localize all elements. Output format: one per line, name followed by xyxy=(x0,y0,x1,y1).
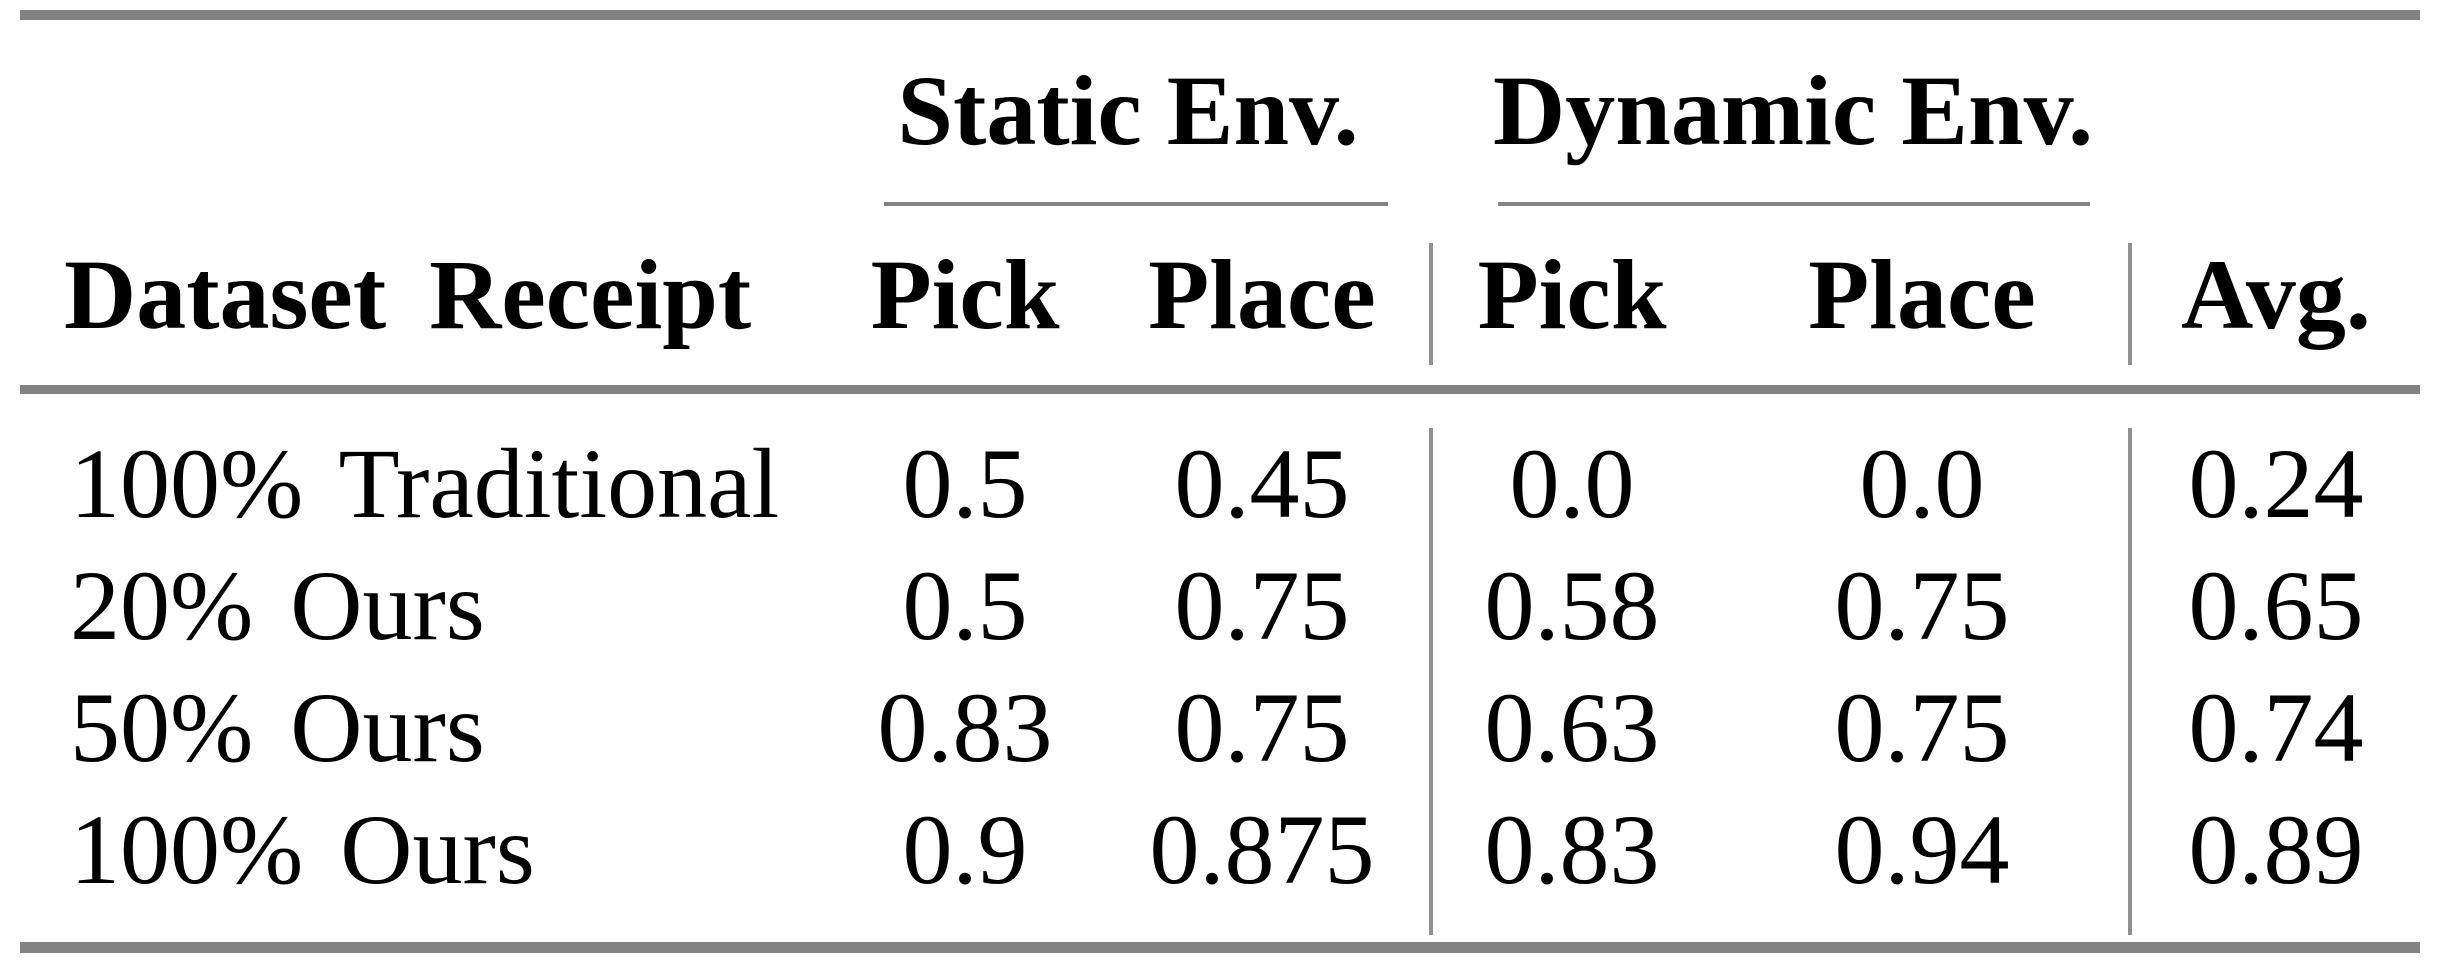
column-header-dynamic-place: Place xyxy=(1808,239,2036,350)
vline-dynamic-avg-header xyxy=(2128,243,2132,365)
vline-dynamic-avg-body xyxy=(2128,428,2132,935)
row-label: 20% Ours xyxy=(70,550,485,661)
column-header-static-place: Place xyxy=(1148,239,1376,350)
cell-avg: 0.65 xyxy=(2188,550,2364,661)
column-header-dataset-receipt: Dataset Receipt xyxy=(64,239,752,350)
vline-static-dynamic-header xyxy=(1429,243,1433,365)
cell-dynamic-pick: 0.58 xyxy=(1484,550,1660,661)
row-label: 100% Ours xyxy=(70,794,535,905)
cell-dynamic-pick: 0.83 xyxy=(1484,794,1660,905)
cell-static-pick: 0.5 xyxy=(902,550,1028,661)
column-header-avg: Avg. xyxy=(2181,239,2371,350)
header-mid-rule xyxy=(20,385,2420,394)
top-rule xyxy=(20,10,2420,20)
cell-avg: 0.74 xyxy=(2188,672,2364,783)
cell-dynamic-place: 0.75 xyxy=(1834,672,2010,783)
column-header-static-pick: Pick xyxy=(870,239,1060,350)
cell-static-place: 0.75 xyxy=(1174,672,1350,783)
row-label: 50% Ours xyxy=(70,672,485,783)
static-env-cmidrule xyxy=(884,202,1388,206)
cell-dynamic-pick: 0.0 xyxy=(1509,428,1635,539)
cell-static-pick: 0.83 xyxy=(877,672,1053,783)
row-label: 100% Traditional xyxy=(70,428,780,539)
cell-static-place: 0.875 xyxy=(1149,794,1375,905)
cell-static-pick: 0.9 xyxy=(902,794,1028,905)
cell-static-place: 0.45 xyxy=(1174,428,1350,539)
cell-static-pick: 0.5 xyxy=(902,428,1028,539)
column-header-dynamic-pick: Pick xyxy=(1477,239,1667,350)
cell-static-place: 0.75 xyxy=(1174,550,1350,661)
bottom-rule xyxy=(20,942,2420,953)
vline-static-dynamic-body xyxy=(1429,428,1433,935)
dynamic-env-cmidrule xyxy=(1498,202,2090,206)
cell-dynamic-place: 0.75 xyxy=(1834,550,2010,661)
cell-dynamic-place: 0.94 xyxy=(1834,794,2010,905)
cell-avg: 0.24 xyxy=(2188,428,2364,539)
group-header-dynamic-env: Dynamic Env. xyxy=(1493,55,2094,166)
cell-dynamic-place: 0.0 xyxy=(1859,428,1985,539)
cell-avg: 0.89 xyxy=(2188,794,2364,905)
cell-dynamic-pick: 0.63 xyxy=(1484,672,1660,783)
group-header-static-env: Static Env. xyxy=(897,55,1359,166)
